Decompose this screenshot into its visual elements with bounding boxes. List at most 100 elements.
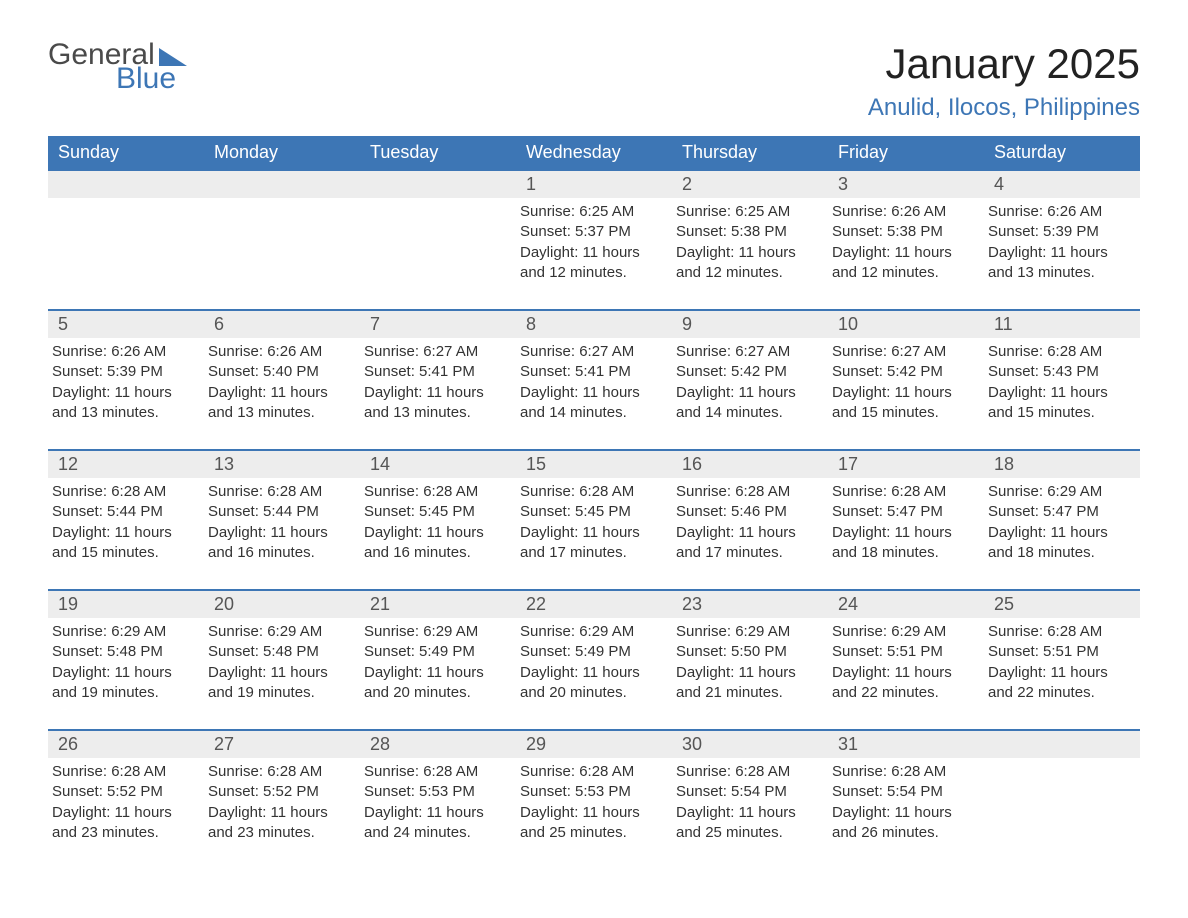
daylight-line: Daylight: 11 hours and 19 minutes. xyxy=(52,663,194,704)
day-cell: 20Sunrise: 6:29 AMSunset: 5:48 PMDayligh… xyxy=(204,591,360,711)
daylight-line: Daylight: 11 hours and 25 minutes. xyxy=(676,803,818,844)
day-cell: 3Sunrise: 6:26 AMSunset: 5:38 PMDaylight… xyxy=(828,171,984,291)
sunrise-line: Sunrise: 6:28 AM xyxy=(52,762,194,782)
sunrise-line: Sunrise: 6:27 AM xyxy=(520,342,662,362)
sunrise-line: Sunrise: 6:28 AM xyxy=(988,342,1130,362)
sunrise-line: Sunrise: 6:28 AM xyxy=(988,622,1130,642)
day-number: 11 xyxy=(984,311,1140,338)
day-body: Sunrise: 6:28 AMSunset: 5:54 PMDaylight:… xyxy=(672,758,828,847)
day-cell: 17Sunrise: 6:28 AMSunset: 5:47 PMDayligh… xyxy=(828,451,984,571)
day-number: 28 xyxy=(360,731,516,758)
day-number: 2 xyxy=(672,171,828,198)
weekday-header-cell: Saturday xyxy=(984,136,1140,169)
day-body: Sunrise: 6:26 AMSunset: 5:39 PMDaylight:… xyxy=(48,338,204,427)
sunrise-line: Sunrise: 6:28 AM xyxy=(520,762,662,782)
weekday-header-cell: Monday xyxy=(204,136,360,169)
day-number: 20 xyxy=(204,591,360,618)
day-cell: 25Sunrise: 6:28 AMSunset: 5:51 PMDayligh… xyxy=(984,591,1140,711)
daylight-line: Daylight: 11 hours and 20 minutes. xyxy=(364,663,506,704)
daylight-line: Daylight: 11 hours and 13 minutes. xyxy=(208,383,350,424)
sunrise-line: Sunrise: 6:27 AM xyxy=(832,342,974,362)
sunset-line: Sunset: 5:53 PM xyxy=(364,782,506,802)
sunset-line: Sunset: 5:52 PM xyxy=(208,782,350,802)
sunset-line: Sunset: 5:51 PM xyxy=(988,642,1130,662)
sunset-line: Sunset: 5:42 PM xyxy=(676,362,818,382)
sunrise-line: Sunrise: 6:28 AM xyxy=(52,482,194,502)
day-number: 29 xyxy=(516,731,672,758)
day-cell xyxy=(360,171,516,291)
day-body: Sunrise: 6:26 AMSunset: 5:40 PMDaylight:… xyxy=(204,338,360,427)
daylight-line: Daylight: 11 hours and 23 minutes. xyxy=(52,803,194,844)
sunset-line: Sunset: 5:52 PM xyxy=(52,782,194,802)
day-cell: 24Sunrise: 6:29 AMSunset: 5:51 PMDayligh… xyxy=(828,591,984,711)
sunset-line: Sunset: 5:40 PM xyxy=(208,362,350,382)
sunset-line: Sunset: 5:43 PM xyxy=(988,362,1130,382)
weekday-header-row: SundayMondayTuesdayWednesdayThursdayFrid… xyxy=(48,136,1140,169)
day-cell: 28Sunrise: 6:28 AMSunset: 5:53 PMDayligh… xyxy=(360,731,516,851)
day-number: 8 xyxy=(516,311,672,338)
week-row: 19Sunrise: 6:29 AMSunset: 5:48 PMDayligh… xyxy=(48,589,1140,711)
daylight-line: Daylight: 11 hours and 12 minutes. xyxy=(676,243,818,284)
sunrise-line: Sunrise: 6:28 AM xyxy=(520,482,662,502)
sunset-line: Sunset: 5:51 PM xyxy=(832,642,974,662)
daylight-line: Daylight: 11 hours and 21 minutes. xyxy=(676,663,818,704)
day-number: 22 xyxy=(516,591,672,618)
sunset-line: Sunset: 5:38 PM xyxy=(832,222,974,242)
day-number: 3 xyxy=(828,171,984,198)
daylight-line: Daylight: 11 hours and 16 minutes. xyxy=(364,523,506,564)
sunrise-line: Sunrise: 6:29 AM xyxy=(988,482,1130,502)
day-cell: 26 Sunrise: 6:28 AMSunset: 5:52 PMDayligh… xyxy=(48,731,204,851)
day-number: 14 xyxy=(360,451,516,478)
day-number: 5 xyxy=(48,311,204,338)
daylight-line: Daylight: 11 hours and 17 minutes. xyxy=(520,523,662,564)
day-number: 16 xyxy=(672,451,828,478)
day-number: 26 xyxy=(48,731,204,758)
weekday-header-cell: Tuesday xyxy=(360,136,516,169)
day-cell: 4Sunrise: 6:26 AMSunset: 5:39 PMDaylight… xyxy=(984,171,1140,291)
day-cell: 9Sunrise: 6:27 AMSunset: 5:42 PMDaylight… xyxy=(672,311,828,431)
day-body: Sunrise: 6:26 AMSunset: 5:38 PMDaylight:… xyxy=(828,198,984,287)
day-body: Sunrise: 6:27 AMSunset: 5:41 PMDaylight:… xyxy=(516,338,672,427)
sunset-line: Sunset: 5:41 PM xyxy=(364,362,506,382)
day-number: 15 xyxy=(516,451,672,478)
logo: General Blue xyxy=(48,40,187,94)
sunrise-line: Sunrise: 6:26 AM xyxy=(208,342,350,362)
day-cell: 8Sunrise: 6:27 AMSunset: 5:41 PMDaylight… xyxy=(516,311,672,431)
day-number: 30 xyxy=(672,731,828,758)
sunrise-line: Sunrise: 6:28 AM xyxy=(676,482,818,502)
day-number: 19 xyxy=(48,591,204,618)
daylight-line: Daylight: 11 hours and 12 minutes. xyxy=(520,243,662,284)
day-number: 12 xyxy=(48,451,204,478)
day-number: 31 xyxy=(828,731,984,758)
daylight-line: Daylight: 11 hours and 22 minutes. xyxy=(832,663,974,704)
sunrise-line: Sunrise: 6:28 AM xyxy=(676,762,818,782)
sunset-line: Sunset: 5:48 PM xyxy=(52,642,194,662)
daylight-line: Daylight: 11 hours and 12 minutes. xyxy=(832,243,974,284)
day-number: 6 xyxy=(204,311,360,338)
daylight-line: Daylight: 11 hours and 13 minutes. xyxy=(52,383,194,424)
weeks-container: 1Sunrise: 6:25 AMSunset: 5:37 PMDaylight… xyxy=(48,169,1140,851)
sunset-line: Sunset: 5:47 PM xyxy=(988,502,1130,522)
daylight-line: Daylight: 11 hours and 24 minutes. xyxy=(364,803,506,844)
logo-text-blue: Blue xyxy=(116,64,187,94)
day-cell: 31Sunrise: 6:28 AMSunset: 5:54 PMDayligh… xyxy=(828,731,984,851)
daylight-line: Daylight: 11 hours and 23 minutes. xyxy=(208,803,350,844)
day-number: 25 xyxy=(984,591,1140,618)
day-cell: 30Sunrise: 6:28 AMSunset: 5:54 PMDayligh… xyxy=(672,731,828,851)
sunrise-line: Sunrise: 6:25 AM xyxy=(520,202,662,222)
day-number-empty xyxy=(360,171,516,198)
day-body: Sunrise: 6:28 AMSunset: 5:54 PMDaylight:… xyxy=(828,758,984,847)
day-body: Sunrise: 6:26 AMSunset: 5:39 PMDaylight:… xyxy=(984,198,1140,287)
day-body: Sunrise: 6:25 AMSunset: 5:38 PMDaylight:… xyxy=(672,198,828,287)
sunrise-line: Sunrise: 6:29 AM xyxy=(676,622,818,642)
sunset-line: Sunset: 5:47 PM xyxy=(832,502,974,522)
day-number: 23 xyxy=(672,591,828,618)
day-body: Sunrise: 6:29 AMSunset: 5:47 PMDaylight:… xyxy=(984,478,1140,567)
sunset-line: Sunset: 5:44 PM xyxy=(208,502,350,522)
day-body: Sunrise: 6:25 AMSunset: 5:37 PMDaylight:… xyxy=(516,198,672,287)
day-body: Sunrise: 6:28 AMSunset: 5:45 PMDaylight:… xyxy=(360,478,516,567)
sunset-line: Sunset: 5:45 PM xyxy=(364,502,506,522)
day-cell: 6Sunrise: 6:26 AMSunset: 5:40 PMDaylight… xyxy=(204,311,360,431)
sunrise-line: Sunrise: 6:26 AM xyxy=(988,202,1130,222)
day-body: Sunrise: 6:29 AMSunset: 5:48 PMDaylight:… xyxy=(48,618,204,707)
